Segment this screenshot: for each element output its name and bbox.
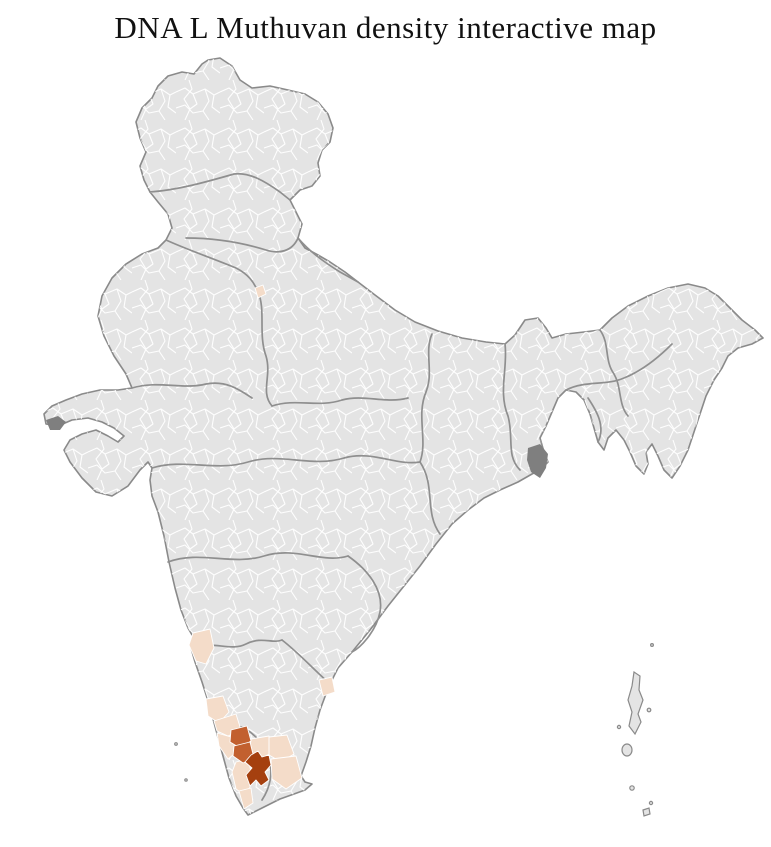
island-small-round[interactable] xyxy=(621,743,633,757)
district-boundaries-texture xyxy=(44,58,763,815)
district-low-north-city[interactable] xyxy=(254,284,267,299)
island-dot-1 xyxy=(649,642,654,647)
island-dot-6 xyxy=(642,807,651,817)
island-dot-8 xyxy=(184,778,188,782)
delta-marsh-patch xyxy=(527,444,548,478)
state-boundaries xyxy=(131,172,673,801)
island-dot-4 xyxy=(629,785,635,791)
map-title: DNA L Muthuvan density interactive map xyxy=(114,10,657,45)
district-low-interior-3[interactable] xyxy=(270,755,303,790)
islands-group xyxy=(174,642,654,817)
terrain-patches xyxy=(46,416,548,478)
island-dot-7 xyxy=(174,742,178,746)
base-map-group xyxy=(43,57,764,816)
island-dot-3 xyxy=(616,724,622,730)
highlighted-districts xyxy=(188,284,336,810)
district-high-1[interactable] xyxy=(244,750,272,787)
island-dot-5 xyxy=(648,800,654,806)
island-dot-2 xyxy=(646,707,652,713)
district-low-east-coast[interactable] xyxy=(318,676,336,697)
district-low-west-coast-1[interactable] xyxy=(188,628,215,665)
west-marsh-patch xyxy=(46,416,66,430)
island-chain-main[interactable] xyxy=(627,670,644,736)
district-low-south-tip[interactable] xyxy=(238,787,254,810)
